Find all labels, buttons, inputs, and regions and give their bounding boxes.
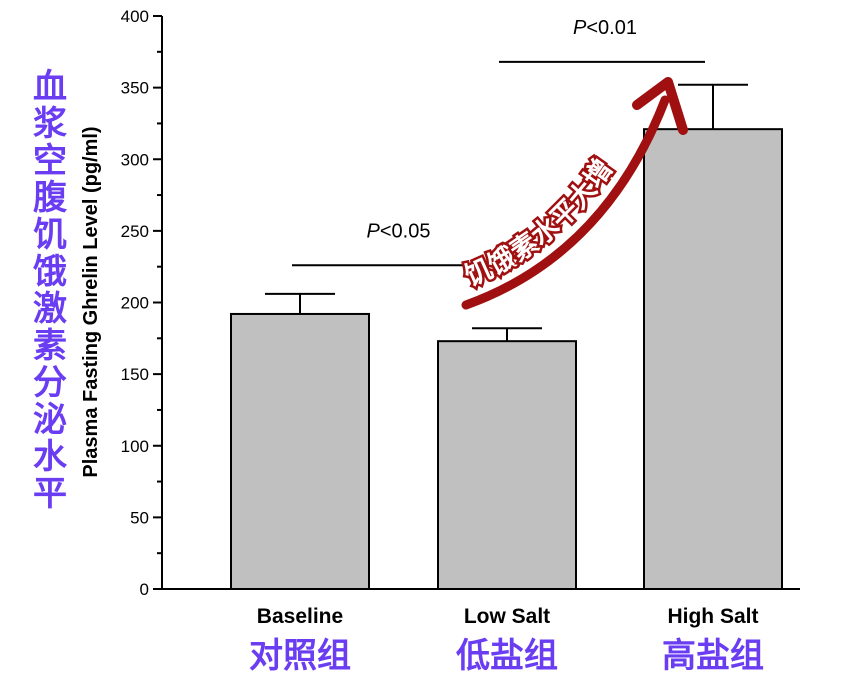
- significance-label: P<0.05: [367, 220, 431, 242]
- y-axis-label-cn-char: 平: [33, 474, 67, 514]
- y-tick-label: 350: [121, 79, 149, 98]
- significance-label: P<0.01: [573, 17, 637, 39]
- x-categories-group: Baseline 对照组 Low Salt 低盐组 High Salt 高盐组: [249, 605, 764, 676]
- y-axis-label-cn-char: 空: [33, 141, 67, 181]
- y-tick-label: 150: [121, 365, 149, 384]
- y-axis-label-cn-char: 泌: [33, 400, 67, 440]
- y-tick-label: 50: [130, 508, 149, 527]
- arrow-head: [632, 77, 688, 135]
- arrow-shaft: [461, 95, 670, 310]
- y-axis-label-cn-char: 腹: [33, 178, 68, 218]
- y-tick-label: 250: [121, 222, 149, 241]
- y-tick-label: 400: [121, 7, 149, 26]
- x-category-label-cn: 对照组: [249, 636, 351, 676]
- error-bars-group: [265, 83, 748, 342]
- bars-group: [230, 128, 783, 590]
- y-ticks-group: 0 50 100 150 200 250 300 350 400: [121, 7, 162, 599]
- y-axis-label-cn-char: 素: [33, 326, 67, 366]
- y-tick-label: 100: [121, 437, 149, 456]
- y-axis-label-cn-char: 饿: [33, 252, 67, 292]
- significance-p: P: [573, 17, 587, 39]
- y-axis-label-cn-char: 分: [33, 363, 67, 403]
- y-axis-label-cn-char: 血: [33, 67, 67, 107]
- y-axis-label-cn-char: 水: [33, 437, 68, 477]
- x-category-label-cn: 低盐组: [456, 636, 558, 676]
- x-category-label-cn: 高盐组: [662, 636, 764, 676]
- y-axis-label: Plasma Fasting Ghrelin Level (pg/ml): [80, 126, 102, 477]
- x-category-label: High Salt: [667, 605, 758, 628]
- bar-1: [437, 340, 577, 590]
- significance-p: P: [367, 220, 381, 242]
- x-category-label: Low Salt: [464, 605, 550, 628]
- significance-threshold: <0.05: [380, 220, 431, 242]
- y-axis-label-cn-char: 饥: [33, 215, 67, 255]
- y-tick-label: 300: [121, 150, 149, 169]
- y-axis-label-cn-char: 激: [33, 289, 67, 329]
- bar-2: [643, 128, 783, 590]
- significance-group: P<0.05P<0.01: [292, 17, 705, 267]
- bar-0: [230, 312, 370, 590]
- y-tick-label: 200: [121, 294, 149, 313]
- y-tick-label: 0: [140, 580, 149, 599]
- significance-threshold: <0.01: [586, 17, 637, 39]
- x-category-label: Baseline: [257, 605, 343, 628]
- y-axis-label-cn-char: 浆: [33, 104, 67, 144]
